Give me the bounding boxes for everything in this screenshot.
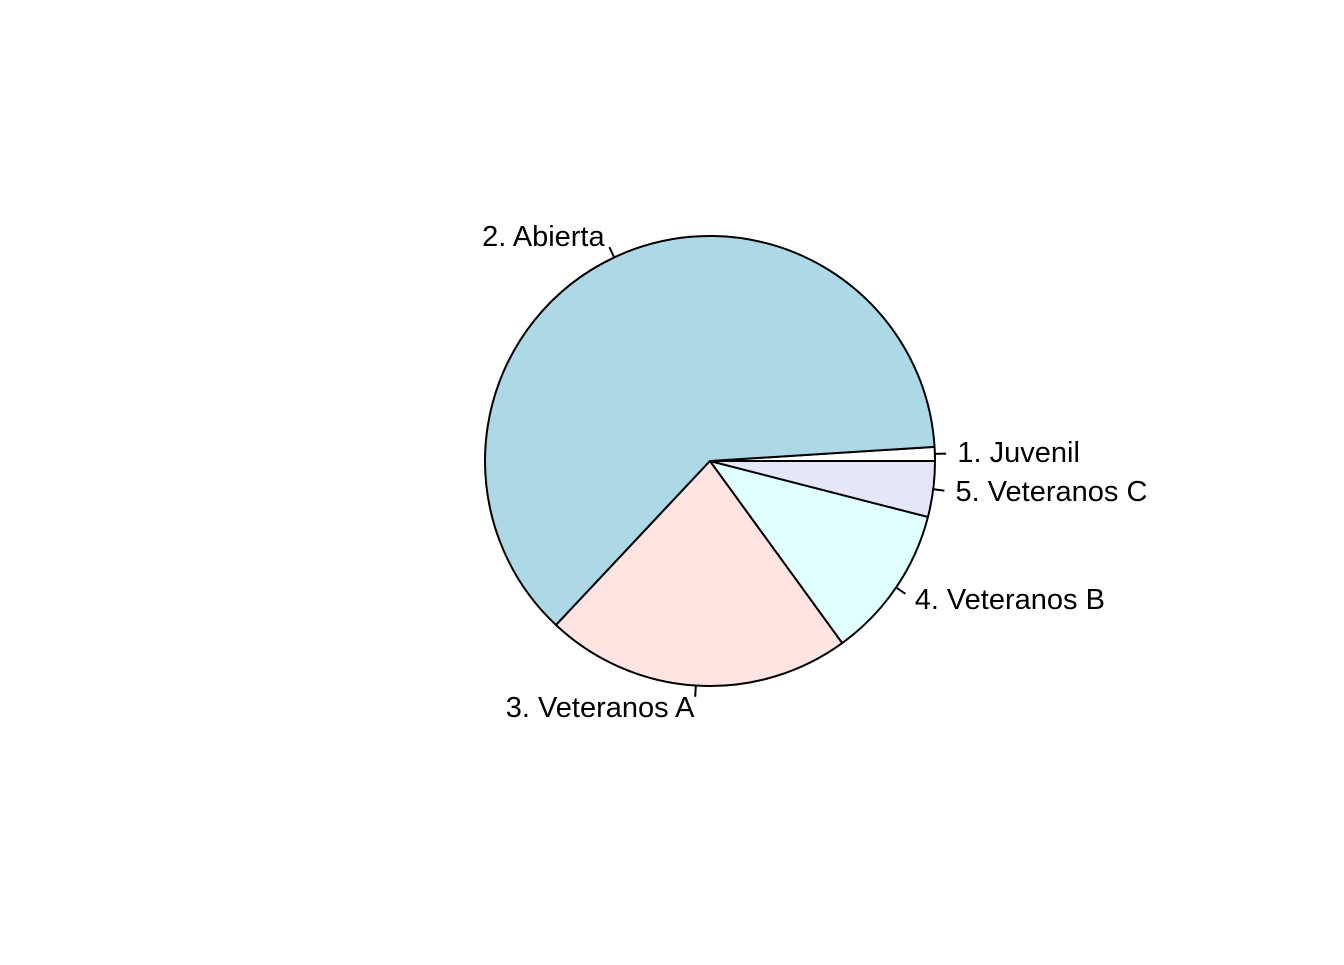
pie-tick-2-abierta [609,247,614,257]
pie-tick-4-veteranos-b [896,587,905,593]
pie-tick-3-veteranos-a [695,686,696,697]
pie-label-5-veteranos-c: 5. Veteranos C [956,476,1148,508]
pie-tick-5-veteranos-c [933,489,944,490]
pie-label-2-abierta: 2. Abierta [482,221,605,253]
pie-label-3-veteranos-a: 3. Veteranos A [506,692,695,724]
pie-label-1-juvenil: 1. Juvenil [957,437,1080,469]
pie-label-4-veteranos-b: 4. Veteranos B [915,584,1105,616]
slices-layer [485,236,935,686]
